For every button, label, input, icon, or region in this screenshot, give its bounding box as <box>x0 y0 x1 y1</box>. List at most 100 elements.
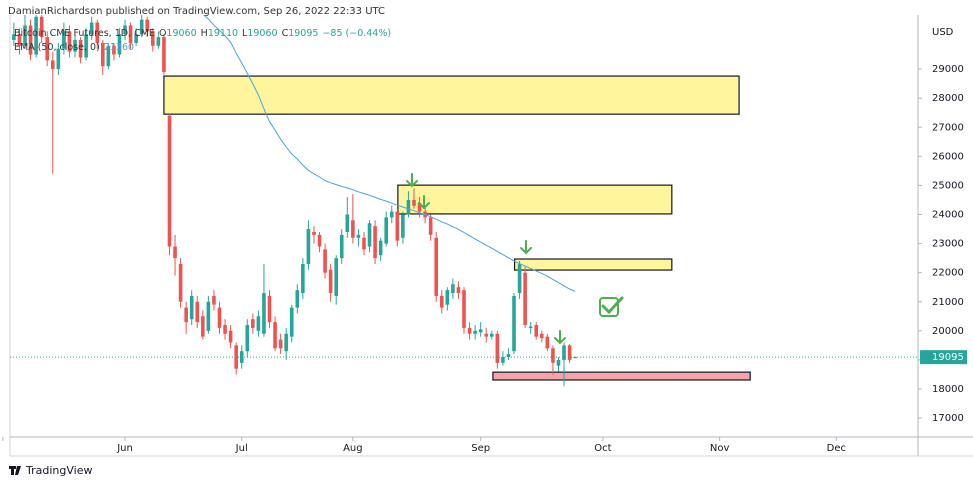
x-tick-label: Jun <box>116 443 133 454</box>
zone <box>492 371 751 381</box>
candle-body <box>106 45 111 67</box>
candle-body <box>495 333 500 363</box>
ohlc-value: 19095 <box>288 28 318 39</box>
y-tick-label: 26000 <box>932 151 964 162</box>
x-tick-label: Dec <box>827 443 846 454</box>
candle-body <box>445 290 450 305</box>
currency-label: USD <box>932 27 954 38</box>
candle-body <box>145 19 150 32</box>
x-tick-label: Aug <box>343 443 363 454</box>
ohlc-value: 19110 <box>208 28 238 39</box>
candle-body <box>206 301 211 331</box>
y-tick-label: 20000 <box>932 326 964 337</box>
candle-body <box>189 295 194 320</box>
last-price-tag <box>920 350 967 365</box>
x-tick-label: Nov <box>710 443 730 454</box>
candle-body <box>12 34 16 41</box>
candle-body <box>56 48 61 70</box>
candle-body <box>484 333 489 337</box>
candle-body <box>556 359 561 366</box>
candle-body <box>317 234 322 247</box>
y-tick-label: 23000 <box>932 239 964 250</box>
candle-body <box>95 22 100 43</box>
candle-body <box>473 330 477 334</box>
candle-body <box>367 223 372 247</box>
candle-body <box>156 37 161 46</box>
y-tick-label: 22000 <box>932 268 964 279</box>
plot-area <box>10 15 918 387</box>
change: −85 (−0.44%) <box>322 28 391 39</box>
candle-body <box>467 327 472 334</box>
candle-body <box>228 330 233 343</box>
candle-body <box>284 333 288 352</box>
candle-body <box>73 40 77 52</box>
candle-body <box>389 211 394 218</box>
arrow <box>406 173 418 188</box>
candle-body <box>217 307 222 328</box>
legend: Bitcoin CME Futures, 1D, CME O19060 H19110… <box>14 28 391 53</box>
y-tick-label: 21000 <box>932 297 964 308</box>
candle-body <box>67 31 72 52</box>
candle-body <box>112 45 116 55</box>
publisher-header: DamianRichardson published on TradingVie… <box>8 6 385 17</box>
candle-body <box>184 307 188 323</box>
candle-body <box>245 325 250 352</box>
candle-body <box>278 339 283 349</box>
candle-body <box>512 295 516 352</box>
logo-icon <box>9 466 21 475</box>
candle-body <box>339 234 344 259</box>
x-tick-label: Oct <box>594 443 611 454</box>
candle-body <box>312 231 316 235</box>
candle-body <box>289 307 294 337</box>
candle-body <box>34 16 38 55</box>
candle-body <box>295 290 300 308</box>
candle-body <box>201 316 205 337</box>
candle-body <box>134 34 138 43</box>
zone <box>513 258 673 271</box>
candle-body <box>273 322 277 349</box>
brand: TradingView <box>25 464 92 477</box>
candle-body <box>534 325 539 337</box>
candle-body <box>567 345 572 360</box>
candle-body <box>528 326 533 328</box>
candle-body <box>439 295 444 308</box>
ema-name: EMA (50, close, 0) <box>14 42 100 53</box>
candle-body <box>256 316 261 331</box>
candle-body <box>84 34 88 58</box>
candle-body <box>178 263 183 302</box>
candle-body <box>345 214 350 232</box>
footer: TradingView <box>9 464 92 477</box>
candle-body <box>428 217 433 235</box>
candle-body <box>517 263 522 294</box>
candle-body <box>117 34 122 55</box>
candle-body <box>545 336 550 349</box>
candle-body <box>334 258 338 296</box>
candle-body <box>123 25 127 35</box>
y-tick-label: 29000 <box>932 64 964 75</box>
ohlc-value: 19060 <box>166 28 196 39</box>
candle-body <box>356 234 361 238</box>
y-tick-label: 25000 <box>932 180 964 191</box>
candle-body <box>45 37 50 61</box>
candle-body <box>417 202 422 212</box>
candle-body <box>573 357 577 359</box>
candle-body <box>50 60 55 70</box>
check-box <box>599 297 619 317</box>
arrow <box>554 330 566 345</box>
candle-body <box>89 22 94 35</box>
candle-body <box>101 42 105 67</box>
candle-body <box>451 284 455 294</box>
candle-body <box>212 295 216 305</box>
candle-body <box>506 354 511 358</box>
arrow <box>418 195 430 210</box>
last-price-label: 19095 <box>932 352 964 363</box>
candle-body <box>78 40 83 58</box>
candle-body <box>401 214 405 238</box>
candle-body <box>489 333 494 337</box>
zone <box>397 184 673 215</box>
ohlc-label: C <box>282 28 289 39</box>
candle-body <box>551 348 555 363</box>
axes: 1700018000190002000021000220002300024000… <box>2 64 967 454</box>
